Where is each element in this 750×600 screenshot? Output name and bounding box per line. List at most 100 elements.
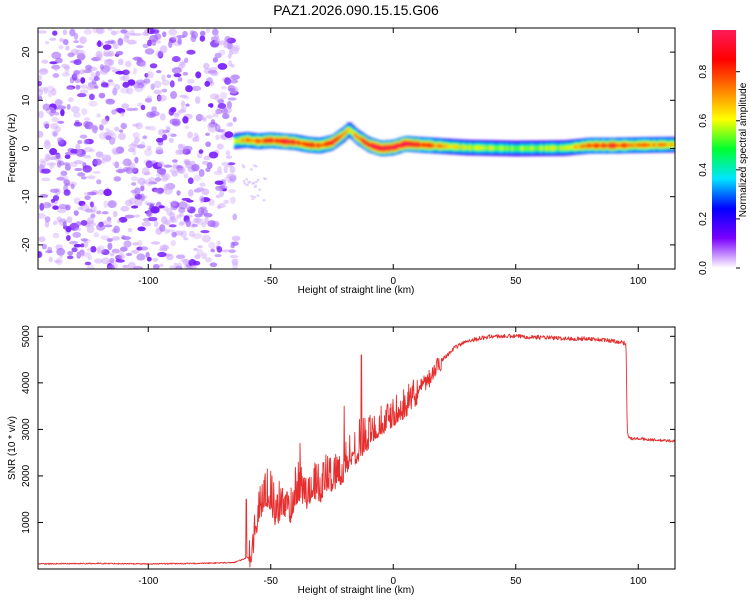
ridge-cell [371, 144, 375, 148]
ridge-cell [640, 143, 644, 147]
noise-speck [204, 216, 209, 225]
noise-speck [44, 153, 51, 162]
ridge-cell [540, 147, 544, 150]
noise-speck [143, 148, 153, 156]
noise-speck [111, 236, 120, 241]
noise-speck [74, 78, 81, 84]
noise-speck [96, 245, 105, 254]
noise-speck [184, 125, 189, 129]
noise-speck [57, 100, 64, 105]
noise-speck [182, 116, 189, 124]
noise-speck [170, 201, 177, 208]
noise-speck [104, 59, 115, 67]
noise-speck [112, 43, 119, 50]
noise-speck [121, 234, 126, 240]
ridge-cell [645, 143, 649, 147]
ridge-cell [412, 143, 417, 146]
noise-speck [118, 58, 124, 66]
noise-speck [205, 257, 212, 263]
ridge-cell [545, 146, 549, 150]
noise-speck [121, 103, 130, 109]
ridge-cell [672, 143, 675, 146]
noise-speck [111, 132, 117, 141]
noise-speck [229, 79, 239, 84]
ridge-cell [358, 137, 363, 141]
noise-speck [129, 32, 136, 36]
noise-speck [75, 84, 81, 90]
spectrogram-ridge [234, 122, 675, 157]
ridge-cell [415, 143, 419, 146]
ridge-cell [476, 146, 480, 149]
noise-speck [226, 173, 237, 179]
noise-speck [52, 30, 58, 36]
noise-speck [173, 262, 178, 269]
ridge-cell [307, 143, 311, 146]
noise-speck [66, 216, 73, 224]
ridge-cell [305, 143, 309, 146]
ridge-cell [574, 145, 578, 149]
noise-speck [76, 148, 82, 155]
noise-speck [87, 191, 97, 196]
ridge-cell [425, 143, 429, 147]
noise-speck [95, 223, 106, 231]
ridge-cell [601, 144, 605, 147]
ridge-cell [285, 140, 289, 143]
ridge-cell [434, 144, 439, 147]
ridge-cell [550, 146, 554, 150]
noise-speck [140, 141, 146, 149]
noise-speck [63, 189, 71, 196]
x-tick-label: 0 [390, 276, 396, 287]
noise-speck [97, 40, 102, 48]
noise-speck [91, 124, 99, 133]
ridge-cell [660, 143, 664, 147]
ridge-cell [393, 145, 397, 149]
noise-speck [145, 178, 153, 187]
noise-speck [133, 107, 139, 111]
ridge-cell [273, 139, 277, 142]
ridge-cell [302, 142, 306, 146]
noise-speck [132, 147, 137, 156]
ridge-cell [579, 145, 583, 148]
noise-speck [256, 178, 260, 182]
noise-speck [218, 185, 228, 190]
noise-speck [151, 39, 157, 46]
noise-speck [199, 195, 205, 204]
noise-speck [223, 41, 228, 49]
noise-speck [120, 29, 128, 34]
noise-speck [208, 241, 216, 250]
noise-speck [38, 80, 43, 87]
noise-speck [92, 158, 102, 166]
noise-speck [52, 131, 58, 137]
noise-speck [150, 206, 160, 214]
noise-speck [53, 153, 62, 162]
noise-speck [87, 256, 92, 260]
noise-speck [77, 206, 83, 211]
noise-speck [213, 170, 223, 176]
noise-speck [199, 30, 206, 37]
noise-speck [80, 238, 88, 242]
noise-speck [79, 68, 85, 75]
noise-speck [230, 74, 240, 80]
noise-speck [42, 120, 50, 129]
noise-speck [103, 200, 108, 209]
ridge-cell [283, 140, 287, 143]
noise-speck [70, 105, 80, 113]
ridge-cell [390, 146, 395, 149]
ridge-cell [363, 140, 368, 144]
noise-speck [131, 141, 138, 147]
noise-speck [173, 73, 182, 78]
noise-speck [52, 220, 58, 226]
noise-speck [250, 195, 254, 198]
noise-speck [224, 36, 232, 43]
ridge-cell [383, 146, 387, 150]
ridge-cell [243, 138, 248, 142]
noise-speck [153, 89, 163, 95]
noise-speck [228, 188, 236, 194]
noise-speck [162, 134, 168, 141]
noise-speck [159, 113, 166, 121]
noise-speck [193, 247, 198, 252]
noise-speck [148, 176, 156, 183]
ridge-cell [290, 140, 294, 144]
noise-speck [254, 180, 258, 184]
noise-speck [149, 111, 160, 117]
